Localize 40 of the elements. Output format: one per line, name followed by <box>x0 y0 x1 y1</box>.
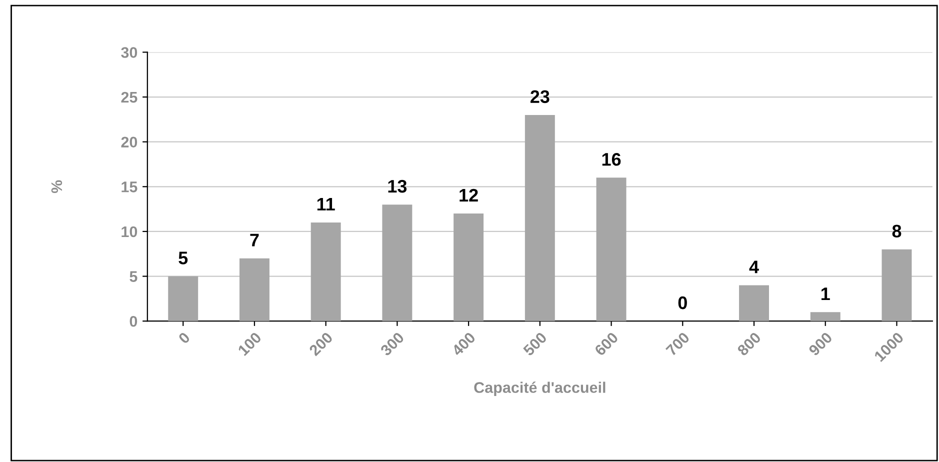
bar <box>882 249 912 322</box>
bar <box>310 222 341 322</box>
data-label: 23 <box>530 90 550 104</box>
y-axis-title: % <box>51 180 62 194</box>
bar <box>382 204 412 322</box>
data-label: 13 <box>388 180 407 193</box>
x-tick-label: 0 <box>178 332 191 344</box>
y-tick-label: 15 <box>122 182 138 192</box>
y-tick-label: 5 <box>130 271 138 282</box>
data-label: 1 <box>822 288 830 300</box>
bar <box>168 276 198 322</box>
bar <box>596 178 626 322</box>
data-label: 7 <box>250 234 259 246</box>
data-label: 8 <box>892 224 902 238</box>
bar <box>239 258 270 322</box>
x-tick-label: 500 <box>522 332 548 356</box>
data-label: 4 <box>749 260 759 274</box>
data-label: 12 <box>460 188 478 202</box>
y-tick-label: 30 <box>121 47 138 58</box>
y-tick-label: 20 <box>121 136 138 148</box>
x-tick-label: 900 <box>808 332 833 356</box>
data-label: 0 <box>678 296 687 310</box>
x-tick-label: 300 <box>380 332 405 357</box>
y-tick-label: 0 <box>130 316 138 327</box>
data-label: 5 <box>178 252 188 264</box>
x-tick-label: 200 <box>308 332 334 356</box>
y-tick-label: 10 <box>122 226 138 238</box>
x-tick-label: 700 <box>665 332 690 356</box>
bar <box>454 214 484 322</box>
y-tick-label: 25 <box>121 92 138 103</box>
x-tick-label: 400 <box>450 332 476 357</box>
bar <box>524 114 555 322</box>
data-label: 16 <box>602 152 621 166</box>
x-axis-title: Capacité d'accueil <box>474 382 606 396</box>
data-label: 11 <box>317 198 335 210</box>
x-tick-label: 100 <box>237 332 262 356</box>
bar <box>810 312 840 322</box>
x-tick-label: 800 <box>736 332 762 356</box>
x-tick-label: 600 <box>594 332 619 356</box>
bar <box>739 285 770 322</box>
